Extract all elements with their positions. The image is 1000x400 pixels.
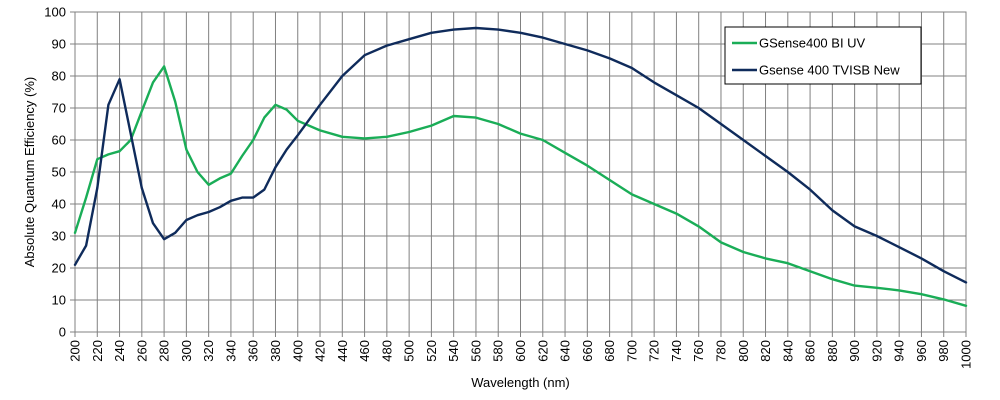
x-tick-label-880: 880 (825, 340, 840, 362)
x-tick-label-780: 780 (713, 340, 728, 362)
series-lines (73, 26, 968, 307)
x-axis-title: Wavelength (nm) (471, 375, 570, 390)
y-tick-label-80: 80 (52, 69, 66, 84)
x-tick-label-560: 560 (468, 340, 483, 362)
x-tick-label-520: 520 (424, 340, 439, 362)
series-line-1 (73, 26, 968, 284)
x-tick-label-800: 800 (736, 340, 751, 362)
y-tick-label-100: 100 (44, 5, 66, 20)
x-tick-label-500: 500 (402, 340, 417, 362)
x-tick-label-700: 700 (624, 340, 639, 362)
x-tick-label-380: 380 (268, 340, 283, 362)
x-tick-label-840: 840 (780, 340, 795, 362)
x-tick-label-300: 300 (179, 340, 194, 362)
y-tick-label-70: 70 (52, 101, 66, 116)
x-tick-label-320: 320 (201, 340, 216, 362)
x-tick-label-280: 280 (157, 340, 172, 362)
x-tick-label-600: 600 (513, 340, 528, 362)
x-tick-label-760: 760 (691, 340, 706, 362)
x-tick-label-960: 960 (914, 340, 929, 362)
x-tick-label-460: 460 (357, 340, 372, 362)
x-tick-label-620: 620 (535, 340, 550, 362)
x-tick-label-480: 480 (379, 340, 394, 362)
legend-label-gsense400-bi-uv: GSense400 BI UV (759, 36, 866, 51)
y-tick-label-20: 20 (52, 261, 66, 276)
y-tick-label-30: 30 (52, 229, 66, 244)
x-tick-label-260: 260 (134, 340, 149, 362)
x-tick-label-720: 720 (647, 340, 662, 362)
x-tick-label-820: 820 (758, 340, 773, 362)
y-tick-label-10: 10 (52, 293, 66, 308)
x-tick-label-240: 240 (112, 340, 127, 362)
x-tick-label-540: 540 (446, 340, 461, 362)
x-tick-label-920: 920 (869, 340, 884, 362)
y-axis-ticks: 0 10 20 30 40 50 60 70 80 90 100 (44, 5, 75, 340)
x-tick-label-580: 580 (491, 340, 506, 362)
x-tick-label-420: 420 (313, 340, 328, 362)
x-tick-label-1000: 1000 (959, 340, 974, 369)
x-tick-label-200: 200 (68, 340, 83, 362)
y-axis-title: Absolute Quantum Efficiency (%) (22, 77, 37, 268)
x-tick-label-360: 360 (246, 340, 261, 362)
y-tick-label-60: 60 (52, 133, 66, 148)
x-tick-label-440: 440 (335, 340, 350, 362)
x-tick-label-680: 680 (602, 340, 617, 362)
x-tick-label-220: 220 (90, 340, 105, 362)
series-line-0 (73, 65, 968, 307)
y-tick-label-50: 50 (52, 165, 66, 180)
x-tick-label-740: 740 (669, 340, 684, 362)
y-tick-label-40: 40 (52, 197, 66, 212)
y-tick-label-0: 0 (59, 325, 66, 340)
legend-label-gsense-400-tvisb-new: Gsense 400 TVISB New (759, 63, 900, 78)
x-tick-label-340: 340 (223, 340, 238, 362)
legend-box (724, 26, 922, 85)
legend: GSense400 BI UV Gsense 400 TVISB New (724, 26, 922, 85)
x-axis-ticks: 200 220 240 260 280 300 320 340 360 380 400 420 440 4… (68, 332, 974, 369)
x-tick-label-860: 860 (803, 340, 818, 362)
x-tick-label-640: 640 (558, 340, 573, 362)
x-tick-label-900: 900 (847, 340, 862, 362)
x-tick-label-940: 940 (892, 340, 907, 362)
x-tick-label-400: 400 (290, 340, 305, 362)
x-tick-label-660: 660 (580, 340, 595, 362)
y-tick-label-90: 90 (52, 37, 66, 52)
x-tick-label-980: 980 (936, 340, 951, 362)
